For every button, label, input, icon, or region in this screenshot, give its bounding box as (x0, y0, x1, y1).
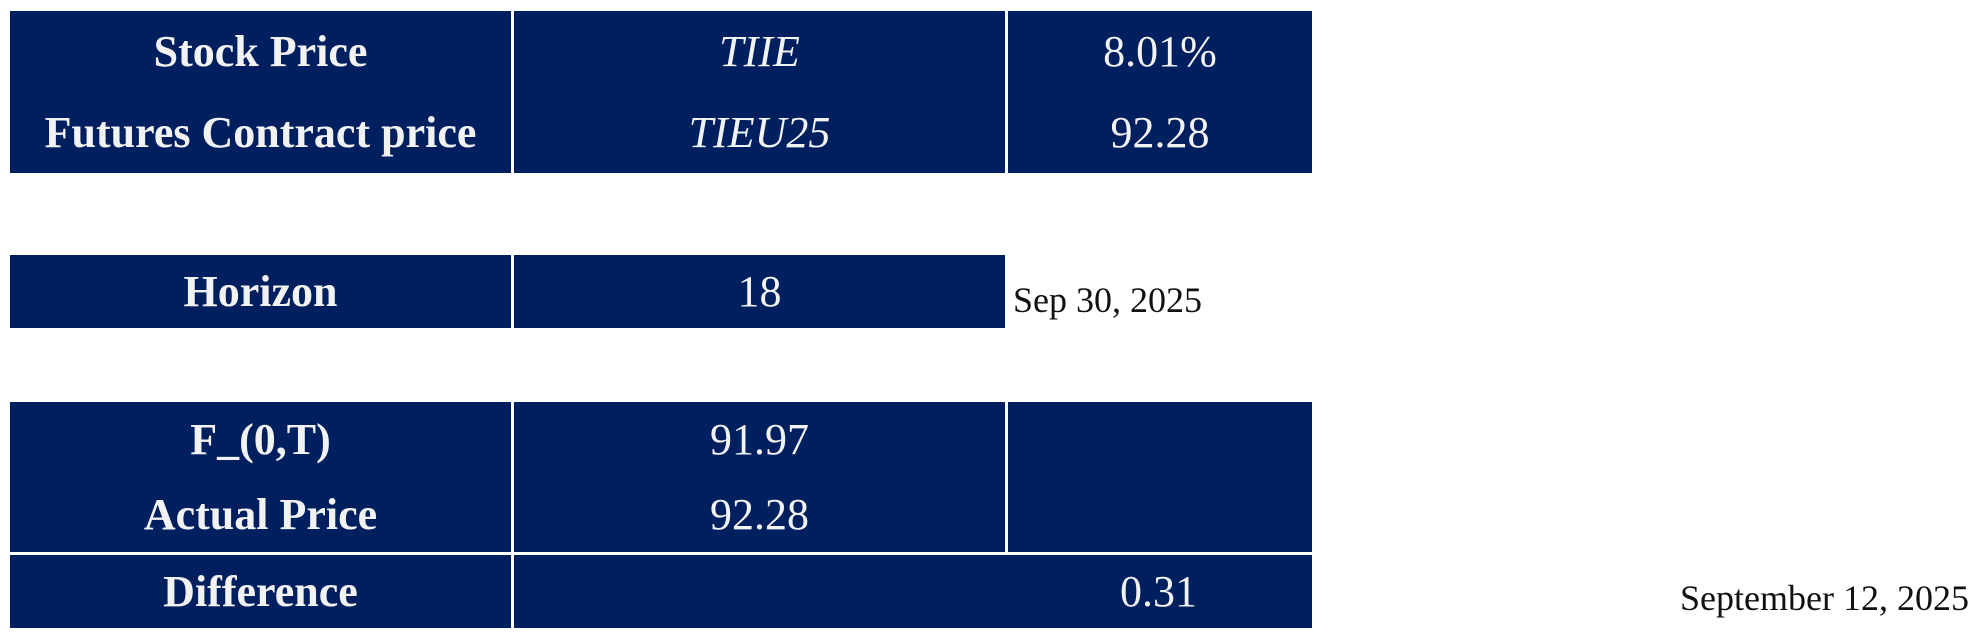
actual-price-empty (1008, 477, 1312, 552)
futures-price-value: 92.28 (1008, 91, 1312, 173)
difference-value: 0.31 (1120, 567, 1197, 616)
horizon-date: Sep 30, 2025 (1013, 280, 1202, 320)
stock-price-label: Stock Price (10, 11, 511, 91)
futures-ticker: TIEU25 (514, 91, 1005, 173)
stock-ticker: TIIE (514, 11, 1005, 91)
f0t-empty (1008, 402, 1312, 477)
difference-empty (514, 555, 1312, 628)
f0t-value: 91.97 (514, 402, 1005, 477)
f0t-label: F_(0,T) (10, 402, 511, 477)
report-date: September 12, 2025 (1680, 578, 1969, 618)
actual-price-value: 92.28 (514, 477, 1005, 552)
horizon-value: 18 (514, 255, 1005, 328)
actual-price-label: Actual Price (10, 477, 511, 552)
futures-price-label: Futures Contract price (10, 91, 511, 173)
difference-label: Difference (10, 555, 511, 628)
horizon-label: Horizon (10, 255, 511, 328)
stock-price-value: 8.01% (1008, 11, 1312, 91)
